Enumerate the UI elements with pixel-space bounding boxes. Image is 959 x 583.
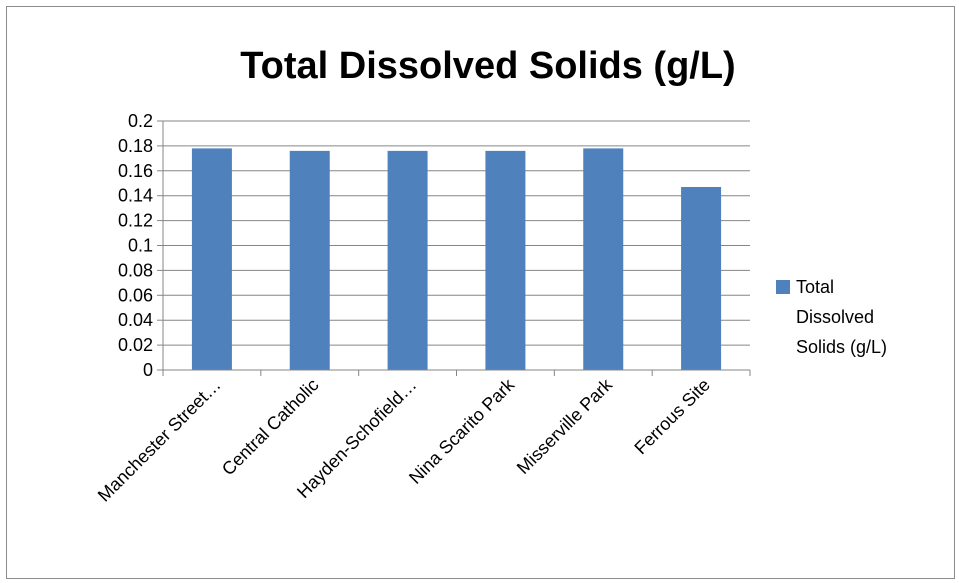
bars: [191, 148, 722, 370]
y-tick-label: 0.02: [118, 335, 153, 355]
bar: [289, 150, 330, 370]
bar: [191, 148, 232, 370]
legend-label-line-2: Dissolved: [796, 307, 874, 327]
y-tick-label: 0.2: [128, 111, 153, 131]
y-tick-label: 0.08: [118, 260, 153, 280]
y-tick-label: 0.18: [118, 136, 153, 156]
y-tick-label: 0.06: [118, 285, 153, 305]
y-tick-label: 0.1: [128, 236, 153, 256]
y-tick-label: 0.04: [118, 310, 153, 330]
x-tick-label: Central Catholic: [218, 375, 323, 480]
x-tick-label: Nina Scarito Park: [405, 374, 519, 488]
bar: [387, 150, 428, 370]
legend-swatch: [776, 280, 790, 294]
x-tick-label: Ferrous Site: [630, 375, 713, 458]
x-tick-label: Manchester Street…: [94, 375, 225, 506]
x-axis-tick-labels: Manchester Street…Central CatholicHayden…: [94, 374, 714, 506]
legend: Total Dissolved Solids (g/L): [776, 277, 887, 357]
x-tick-label: Misserville Park: [513, 374, 617, 478]
bar: [583, 148, 624, 370]
legend-label-line-1: Total: [796, 277, 834, 297]
chart-title: Total Dissolved Solids (g/L): [240, 45, 735, 87]
y-tick-label: 0.16: [118, 161, 153, 181]
bar: [681, 186, 722, 370]
axes: [162, 121, 751, 376]
y-tick-label: 0.14: [118, 186, 153, 206]
chart-area: [6, 6, 955, 579]
legend-label-line-3: Solids (g/L): [796, 337, 887, 357]
y-axis-tick-labels: 0 0.02 0.04 0.06 0.08 0.1 0.12 0.14 0.16 0.18 0.2: [118, 111, 153, 380]
y-tick-label: 0: [143, 360, 153, 380]
bar: [485, 150, 526, 370]
gridlines: [157, 120, 750, 371]
y-tick-label: 0.12: [118, 211, 153, 231]
